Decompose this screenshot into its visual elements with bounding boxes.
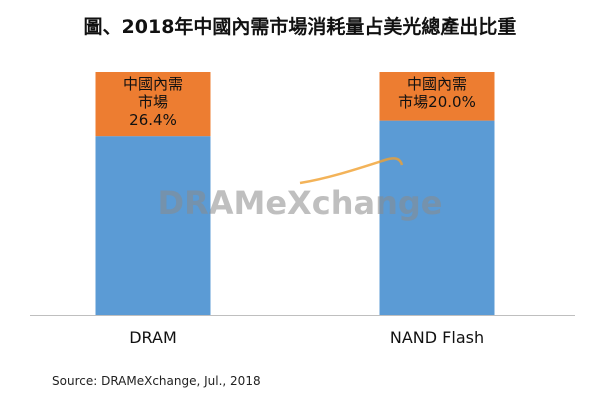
data-label-dram: 市場 [138, 93, 168, 111]
bar-nand-flash-series-0 [379, 120, 495, 315]
data-label-nand-flash: 市場20.0% [398, 93, 476, 111]
source-note: Source: DRAMeXchange, Jul., 2018 [52, 374, 261, 388]
data-label-nand-flash: 中國內需 [407, 75, 467, 93]
watermark-swoosh-icon [299, 157, 404, 185]
x-tick-label-dram: DRAM [129, 328, 177, 347]
data-label-dram: 26.4% [129, 111, 177, 129]
bar-dram-series-1 [95, 72, 211, 137]
bar-nand-flash-series-1 [379, 72, 495, 121]
x-tick-label-nand-flash: NAND Flash [390, 328, 484, 347]
watermark-logo: DRAMeXchange [158, 184, 443, 222]
bar-dram-series-0 [95, 136, 211, 315]
data-label-dram: 中國內需 [123, 75, 183, 93]
chart-title: 圖、2018年中國內需市場消耗量占美光總產出比重 [83, 16, 517, 38]
